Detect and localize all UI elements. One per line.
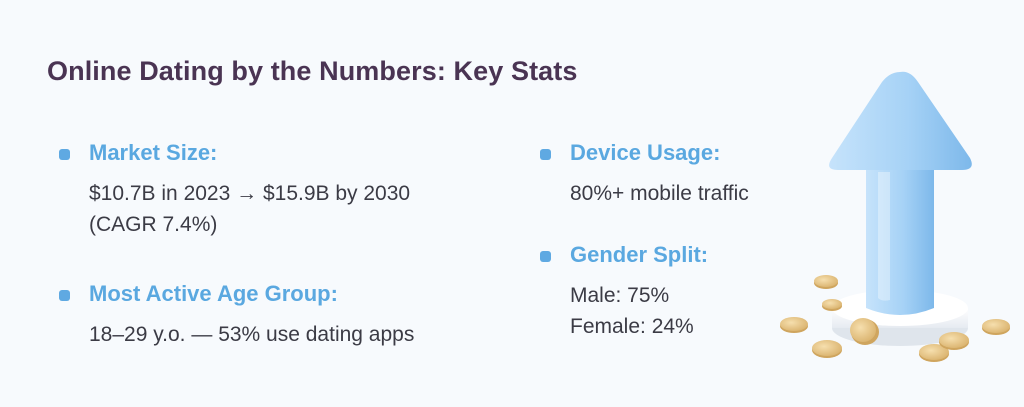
coin-icon: [982, 319, 1010, 335]
stat-value: 18–29 y.o. — 53% use dating apps: [89, 319, 414, 350]
stat-label: Most Active Age Group:: [89, 281, 338, 306]
coin-icon: [919, 344, 949, 362]
stat-line: Female: 24%: [570, 315, 694, 338]
stat-line: 18–29 y.o. — 53% use dating apps: [89, 323, 415, 346]
stat-line: $10.7B in 2023 → $15.9B by 2030: [89, 182, 411, 205]
stat-value: $10.7B in 2023 → $15.9B by 2030 (CAGR 7.…: [89, 178, 410, 240]
bullet-icon: [59, 149, 70, 160]
stat-label: Market Size:: [89, 140, 218, 165]
coin-icon: [822, 299, 842, 311]
bullet-icon: [59, 290, 70, 301]
up-arrow-icon: [780, 71, 1010, 362]
coin-icon: [812, 340, 842, 358]
stat-line: 80%+ mobile traffic: [570, 182, 749, 205]
coin-icon: [780, 317, 808, 333]
coin-icon: [814, 275, 838, 289]
coin-icon: [850, 318, 879, 345]
stat-label: Gender Split:: [570, 242, 709, 267]
stat-label: Device Usage:: [570, 140, 721, 165]
page-title: Online Dating by the Numbers: Key Stats: [47, 56, 578, 86]
bullet-icon: [540, 251, 551, 262]
up-arrow-with-coins-illustration: [770, 60, 1024, 402]
stat-value: Male: 75% Female: 24%: [570, 280, 694, 342]
stat-value: 80%+ mobile traffic: [570, 178, 749, 209]
stat-line: Male: 75%: [570, 284, 670, 307]
bullet-icon: [540, 149, 551, 160]
coin-icon: [939, 332, 969, 350]
stat-line: (CAGR 7.4%): [89, 213, 218, 236]
